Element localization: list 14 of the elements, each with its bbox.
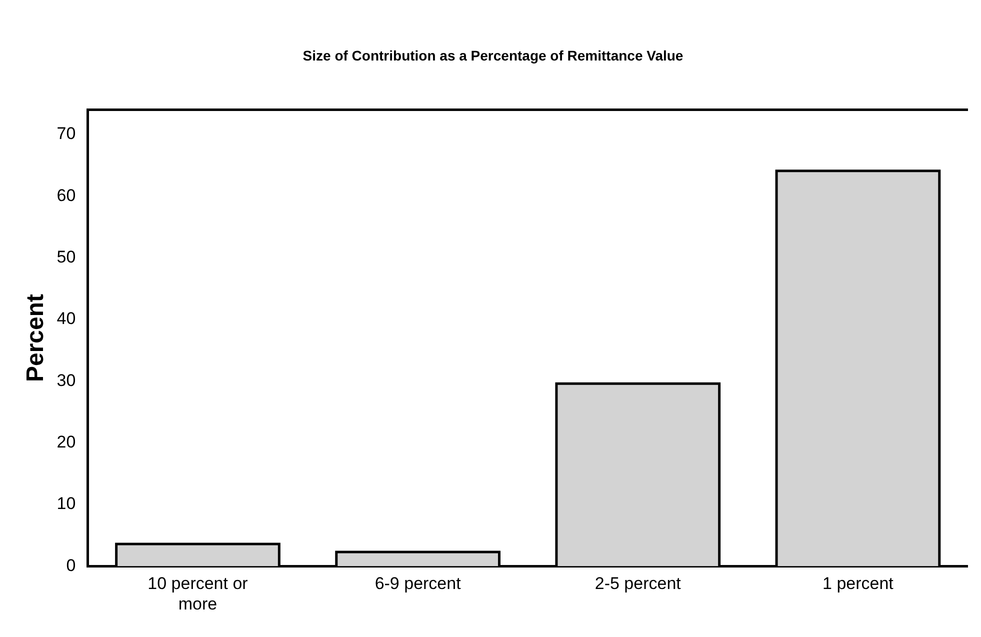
x-tick-label: 6-9 percent	[374, 574, 462, 594]
y-tick-label: 30	[56, 370, 76, 390]
x-tick-label: 1 percent	[822, 574, 894, 594]
y-tick-label: 0	[66, 556, 76, 575]
y-tick-label: 50	[56, 248, 76, 267]
chart-title: Size of Contribution as a Percentage of Remittance Value	[302, 47, 684, 64]
y-tick-label: 40	[56, 309, 76, 328]
x-tick-label: 2-5 percent	[594, 574, 682, 594]
y-axis-title: Percent	[22, 294, 50, 382]
y-tick-label: 20	[56, 432, 76, 452]
y-tick-label: 60	[56, 186, 76, 205]
x-tick-label: 10 percent or more	[148, 574, 248, 614]
y-tick-label: 10	[56, 494, 76, 514]
y-tick-label: 70	[56, 124, 76, 144]
